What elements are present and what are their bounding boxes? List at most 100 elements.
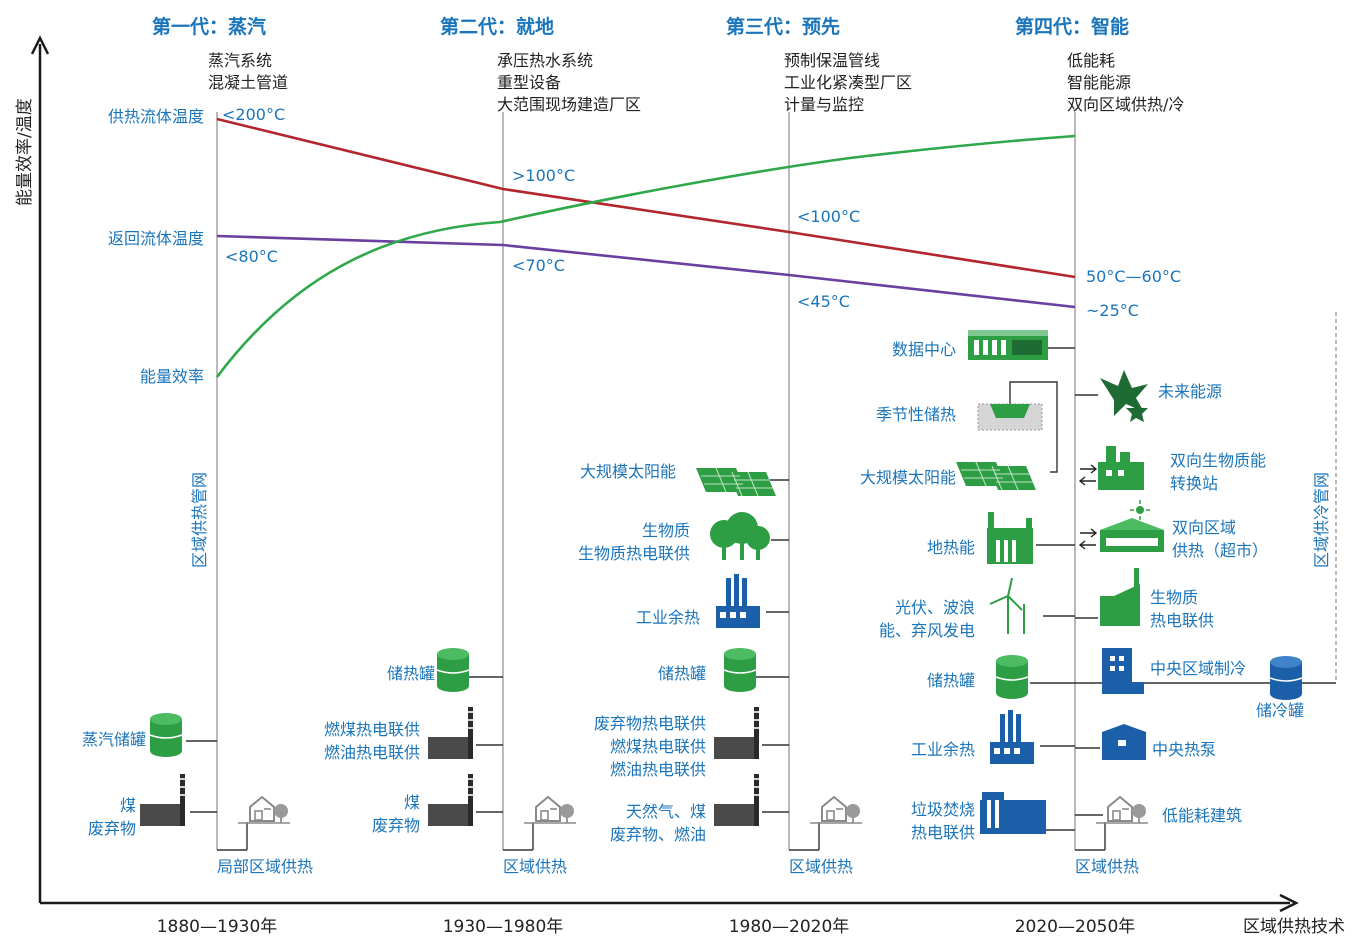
gen3-source: 大规模太阳能 (580, 462, 676, 481)
wind-turbine-icon (989, 577, 1025, 634)
gen4-feature: 双向区域供热/冷 (1067, 95, 1184, 114)
biomass-chp-icon (1100, 568, 1140, 626)
gen4-feature: 智能能源 (1067, 73, 1131, 92)
gen4-right-item: 低能耗建筑 (1162, 806, 1242, 825)
gen3-feature: 工业化紧凑型厂区 (784, 73, 912, 92)
low-energy-building-icon (1095, 796, 1149, 824)
gen4-right-item: 中央区域制冷 (1150, 659, 1246, 678)
gen2-feature: 重型设备 (497, 73, 561, 92)
tank-icon (149, 712, 183, 758)
house-icon (809, 796, 863, 824)
gen4-left-source: 光伏、波浪 (895, 598, 975, 617)
gen4-left-source: 工业余热 (911, 740, 975, 759)
gen2-source: 燃油热电联供 (324, 743, 420, 762)
generation-headers: 第一代：蒸汽 蒸汽系统 混凝土管道 第二代：就地 承压热水系统 重型设备 大范围… (152, 15, 1184, 114)
biomass-exchange-icon (1098, 446, 1144, 490)
supply-temperature-line (216, 117, 1076, 279)
gen4-right-item: 供热（超市） (1172, 541, 1268, 560)
power-plant-icon (714, 774, 759, 826)
return-temperature-line (216, 234, 1076, 309)
factory-icon (990, 710, 1034, 764)
tank-icon (995, 654, 1029, 700)
gen4-right-item: 转换站 (1170, 474, 1218, 493)
solar-panel-icon (695, 467, 777, 497)
curve-labels: 供热流体温度 返回流体温度 能量效率 <200°C >100°C <100°C … (108, 105, 1181, 386)
gen3-source: 工业余热 (636, 608, 700, 627)
house-icon (523, 796, 577, 824)
gen1-source: 废弃物 (88, 819, 136, 838)
efficiency-curve (215, 134, 1076, 378)
factory-icon (716, 574, 760, 628)
gen2-system: 储热罐 燃煤热电联供 燃油热电联供 煤 废弃物 区域供热 (324, 647, 577, 876)
gen3-source: 储热罐 (658, 664, 706, 683)
efficiency-label: 能量效率 (140, 367, 204, 386)
future-energy-icon (1100, 370, 1148, 422)
gen3-consumer: 区域供热 (789, 857, 853, 876)
power-plant-icon (428, 774, 473, 826)
return-point: ~25°C (1086, 301, 1139, 320)
power-plant-icon (140, 774, 185, 826)
supply-point: <100°C (797, 207, 860, 226)
gen4-left-source: 数据中心 (892, 340, 956, 359)
chp-plant-icon (428, 707, 473, 759)
gen4-right-item: 热电联供 (1150, 611, 1214, 630)
gen4-left-source: 热电联供 (911, 823, 975, 842)
gen3-source: 燃油热电联供 (610, 760, 706, 779)
curves (215, 117, 1076, 378)
gen2-source: 储热罐 (387, 664, 435, 683)
gen3-feature: 计量与监控 (784, 95, 864, 114)
gen2-source: 废弃物 (372, 816, 420, 835)
geothermal-icon (987, 512, 1033, 564)
return-label: 返回流体温度 (108, 229, 204, 248)
gen1-title: 第一代：蒸汽 (152, 15, 266, 38)
gen1-feature: 混凝土管道 (208, 73, 288, 92)
gen4-feature: 低能耗 (1067, 51, 1115, 70)
gen4-left-source: 大规模太阳能 (860, 468, 956, 487)
generation-lines (216, 112, 1076, 850)
biomass-trees-icon (710, 512, 770, 560)
gen3-title: 第三代：预先 (726, 15, 840, 38)
gen1-feature: 蒸汽系统 (208, 51, 272, 70)
return-point: <80°C (225, 247, 278, 266)
gen2-consumer: 区域供热 (503, 857, 567, 876)
supply-point: <200°C (222, 105, 285, 124)
tank-icon (723, 647, 757, 693)
gen4-left-source: 季节性储热 (876, 405, 956, 424)
heat-pump-icon (1102, 724, 1146, 760)
gen4-right-item: 中央热泵 (1152, 740, 1216, 759)
gen4-title: 第四代：智能 (1015, 15, 1129, 38)
gen4-system: 数据中心 季节性储热 大规模太阳能 地热能 光伏、波浪 能、弃风发电 储热罐 工… (860, 330, 1336, 876)
gen3-source: 生物质热电联供 (578, 544, 690, 563)
gen4-left-source: 地热能 (927, 538, 975, 557)
heating-network-label: 区域供热管网 (190, 472, 209, 568)
supply-label: 供热流体温度 (108, 107, 204, 126)
gen4-right-item: 储冷罐 (1256, 701, 1304, 720)
gen3-source: 生物质 (642, 521, 690, 540)
central-cooling-icon (1102, 648, 1144, 694)
gen4-left-source: 能、弃风发电 (879, 621, 975, 640)
gen4-right-item: 双向区域 (1172, 518, 1236, 537)
gen4-right-item: 未来能源 (1158, 382, 1222, 401)
gen4-left-source: 储热罐 (927, 671, 975, 690)
house-icon (237, 796, 291, 824)
gen2-source: 煤 (404, 793, 420, 812)
solar-panel-icon (955, 461, 1037, 491)
gen3-source: 废弃物、燃油 (610, 825, 706, 844)
period-4: 2020—2050年 (1015, 917, 1136, 936)
tank-icon (436, 647, 470, 693)
return-point: <45°C (797, 292, 850, 311)
return-point: <70°C (512, 256, 565, 275)
gen1-source: 煤 (120, 796, 136, 815)
supermarket-icon (1100, 500, 1164, 552)
gen1-consumer: 局部区域供热 (217, 857, 313, 876)
gen1-source: 蒸汽储罐 (82, 730, 146, 749)
gen4-right-item: 生物质 (1150, 588, 1198, 607)
period-3: 1980—2020年 (729, 917, 850, 936)
gen4-consumer: 区域供热 (1075, 857, 1139, 876)
period-1: 1880—1930年 (157, 917, 278, 936)
period-2: 1930—1980年 (443, 917, 564, 936)
supply-point: >100°C (512, 166, 575, 185)
gen3-system: 大规模太阳能 生物质 生物质热电联供 工业余热 储热罐 废弃物热电联供 燃煤热电… (578, 462, 863, 876)
gen3-source: 燃煤热电联供 (610, 737, 706, 756)
